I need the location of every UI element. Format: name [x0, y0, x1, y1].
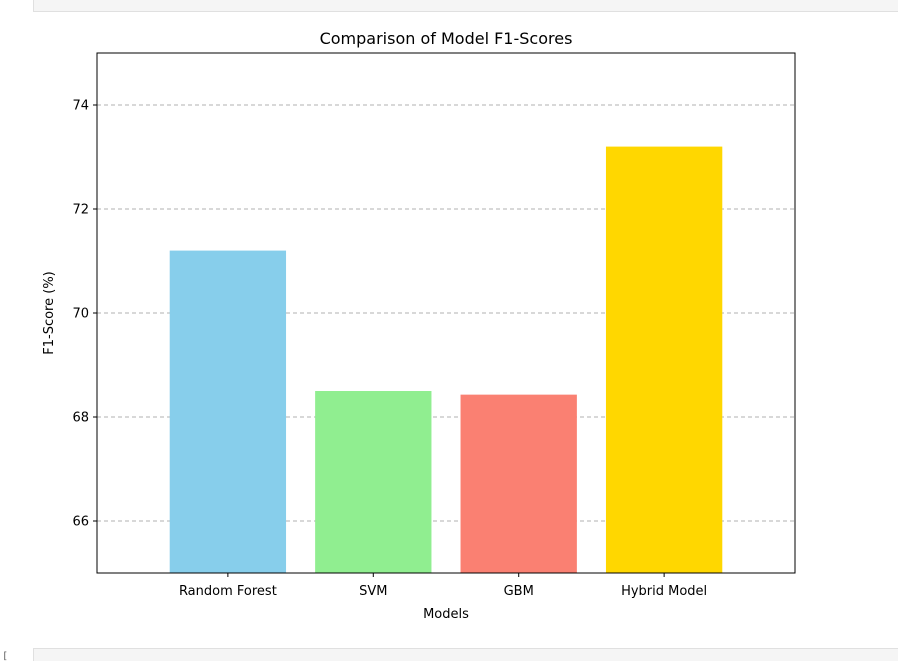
x-tick-label: SVM: [359, 584, 387, 599]
x-tick-label: GBM: [504, 584, 534, 599]
x-axis-label: Models: [423, 607, 469, 622]
x-tick-label: Hybrid Model: [621, 584, 707, 599]
x-axis-ticks: Random Forest SVM GBM Hybrid Model: [179, 573, 707, 599]
chart-title: Comparison of Model F1-Scores: [320, 29, 573, 48]
bar-chart: Comparison of Model F1-Scores 66 68 70 72 74…: [42, 29, 796, 622]
cell-prompt: [: [2, 651, 9, 662]
notebook-cell-top: [33, 0, 898, 12]
bar: [315, 391, 432, 573]
x-tick-label: Random Forest: [179, 584, 277, 599]
y-tick-label: 70: [72, 307, 89, 322]
bar: [605, 146, 723, 573]
y-tick-label: 74: [72, 99, 89, 114]
bar: [169, 250, 287, 573]
bar: [460, 394, 577, 573]
y-axis-label: F1-Score (%): [42, 271, 57, 354]
y-tick-label: 66: [72, 515, 89, 530]
notebook-cell-bottom: [33, 648, 898, 661]
y-tick-label: 68: [72, 411, 89, 426]
y-tick-label: 72: [72, 203, 89, 218]
y-axis-ticks: 66 68 70 72 74: [72, 99, 97, 530]
bars: [169, 146, 723, 573]
